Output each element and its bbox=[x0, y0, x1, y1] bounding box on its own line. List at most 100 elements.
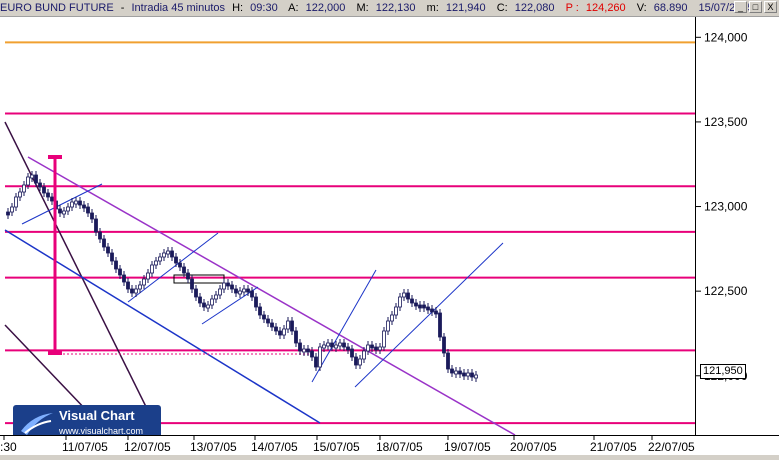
candle-body[interactable] bbox=[238, 290, 242, 295]
candle-body[interactable] bbox=[114, 260, 118, 270]
candle-body[interactable] bbox=[218, 288, 222, 296]
candle-body[interactable] bbox=[46, 192, 50, 198]
blue-trendline-1[interactable] bbox=[21, 183, 103, 225]
candle-body[interactable] bbox=[406, 292, 410, 300]
dark-trendline-1[interactable] bbox=[4, 121, 161, 436]
candle-body[interactable] bbox=[294, 330, 298, 344]
candle-body[interactable] bbox=[78, 200, 82, 206]
candle-body[interactable] bbox=[410, 298, 414, 304]
candle-body[interactable] bbox=[198, 296, 202, 304]
candle-body[interactable] bbox=[150, 264, 154, 274]
candle-body[interactable] bbox=[370, 344, 374, 349]
candle-body[interactable] bbox=[246, 288, 250, 293]
candle-body[interactable] bbox=[158, 256, 162, 262]
candle-body[interactable] bbox=[414, 302, 418, 307]
candle-body[interactable] bbox=[190, 278, 194, 290]
candle-body[interactable] bbox=[102, 238, 106, 248]
candle-body[interactable] bbox=[70, 201, 74, 208]
candle-body[interactable] bbox=[430, 308, 434, 313]
candle-body[interactable] bbox=[146, 272, 150, 280]
blue-trendline-5[interactable] bbox=[354, 242, 504, 388]
candle-body[interactable] bbox=[26, 176, 30, 186]
candle-body[interactable] bbox=[466, 372, 470, 377]
candle-body[interactable] bbox=[314, 356, 318, 368]
candle-body[interactable] bbox=[126, 281, 130, 290]
candle-body[interactable] bbox=[266, 318, 270, 324]
blue-trendline-4[interactable] bbox=[311, 269, 377, 383]
candle-body[interactable] bbox=[226, 282, 230, 287]
candle-body[interactable] bbox=[202, 302, 206, 308]
candle-body[interactable] bbox=[234, 288, 238, 294]
candle-body[interactable] bbox=[50, 196, 54, 202]
candle-body[interactable] bbox=[206, 304, 210, 309]
candle-body[interactable] bbox=[22, 184, 26, 193]
blue-trendline-2[interactable] bbox=[127, 232, 219, 303]
candle-body[interactable] bbox=[346, 346, 350, 351]
candle-body[interactable] bbox=[390, 314, 394, 322]
candle-body[interactable] bbox=[42, 186, 46, 194]
candle-body[interactable] bbox=[58, 208, 62, 214]
candle-body[interactable] bbox=[38, 182, 42, 188]
candle-body[interactable] bbox=[402, 292, 406, 298]
candle-body[interactable] bbox=[446, 352, 450, 370]
candle-body[interactable] bbox=[194, 288, 198, 298]
candle-body[interactable] bbox=[454, 370, 458, 375]
candle-body[interactable] bbox=[450, 368, 454, 374]
candle-body[interactable] bbox=[338, 342, 342, 347]
candle-body[interactable] bbox=[162, 252, 166, 258]
candle-body[interactable] bbox=[262, 314, 266, 320]
candle-body[interactable] bbox=[230, 284, 234, 290]
candle-body[interactable] bbox=[422, 304, 426, 309]
candle-body[interactable] bbox=[210, 298, 214, 306]
candle-body[interactable] bbox=[242, 288, 246, 293]
candle-body[interactable] bbox=[110, 252, 114, 262]
candle-body[interactable] bbox=[10, 206, 14, 213]
candle-body[interactable] bbox=[118, 268, 122, 276]
candle-body[interactable] bbox=[318, 346, 322, 368]
highlight-box[interactable] bbox=[173, 274, 225, 284]
candle-body[interactable] bbox=[418, 304, 422, 309]
candle-body[interactable] bbox=[62, 210, 66, 215]
candle-body[interactable] bbox=[34, 174, 38, 184]
candle-body[interactable] bbox=[378, 346, 382, 351]
candle-body[interactable] bbox=[94, 218, 98, 233]
candle-body[interactable] bbox=[186, 272, 190, 280]
candle-body[interactable] bbox=[298, 342, 302, 352]
candle-body[interactable] bbox=[222, 282, 226, 290]
candle-body[interactable] bbox=[138, 284, 142, 290]
candle-body[interactable] bbox=[362, 350, 366, 360]
candle-body[interactable] bbox=[462, 372, 466, 377]
candle-body[interactable] bbox=[470, 372, 474, 378]
candle-body[interactable] bbox=[274, 326, 278, 332]
candle-body[interactable] bbox=[442, 336, 446, 354]
candle-body[interactable] bbox=[342, 342, 346, 348]
candle-body[interactable] bbox=[350, 348, 354, 358]
candle-body[interactable] bbox=[382, 330, 386, 348]
candle-body[interactable] bbox=[306, 348, 310, 353]
candle-body[interactable] bbox=[334, 344, 338, 349]
candle-body[interactable] bbox=[282, 328, 286, 336]
candle-body[interactable] bbox=[6, 211, 10, 216]
candle-body[interactable] bbox=[122, 274, 126, 283]
candle-body[interactable] bbox=[142, 278, 146, 286]
candle-body[interactable] bbox=[82, 204, 86, 209]
candle-body[interactable] bbox=[74, 200, 78, 205]
candle-body[interactable] bbox=[270, 322, 274, 328]
candle-body[interactable] bbox=[438, 312, 442, 338]
candle-body[interactable] bbox=[66, 206, 70, 212]
close-button[interactable]: X bbox=[764, 1, 777, 13]
candle-body[interactable] bbox=[374, 346, 378, 351]
purple-channel-line[interactable] bbox=[27, 156, 516, 436]
candle-body[interactable] bbox=[30, 174, 34, 179]
candle-body[interactable] bbox=[130, 288, 134, 294]
candle-body[interactable] bbox=[250, 290, 254, 298]
candle-body[interactable] bbox=[426, 306, 430, 311]
candle-body[interactable] bbox=[434, 310, 438, 315]
candle-body[interactable] bbox=[366, 344, 370, 352]
candle-body[interactable] bbox=[106, 246, 110, 254]
candle-body[interactable] bbox=[286, 320, 290, 330]
candle-body[interactable] bbox=[154, 260, 158, 266]
blue-trendline-3[interactable] bbox=[201, 286, 259, 325]
candle-body[interactable] bbox=[290, 320, 294, 332]
candle-body[interactable] bbox=[358, 358, 362, 366]
